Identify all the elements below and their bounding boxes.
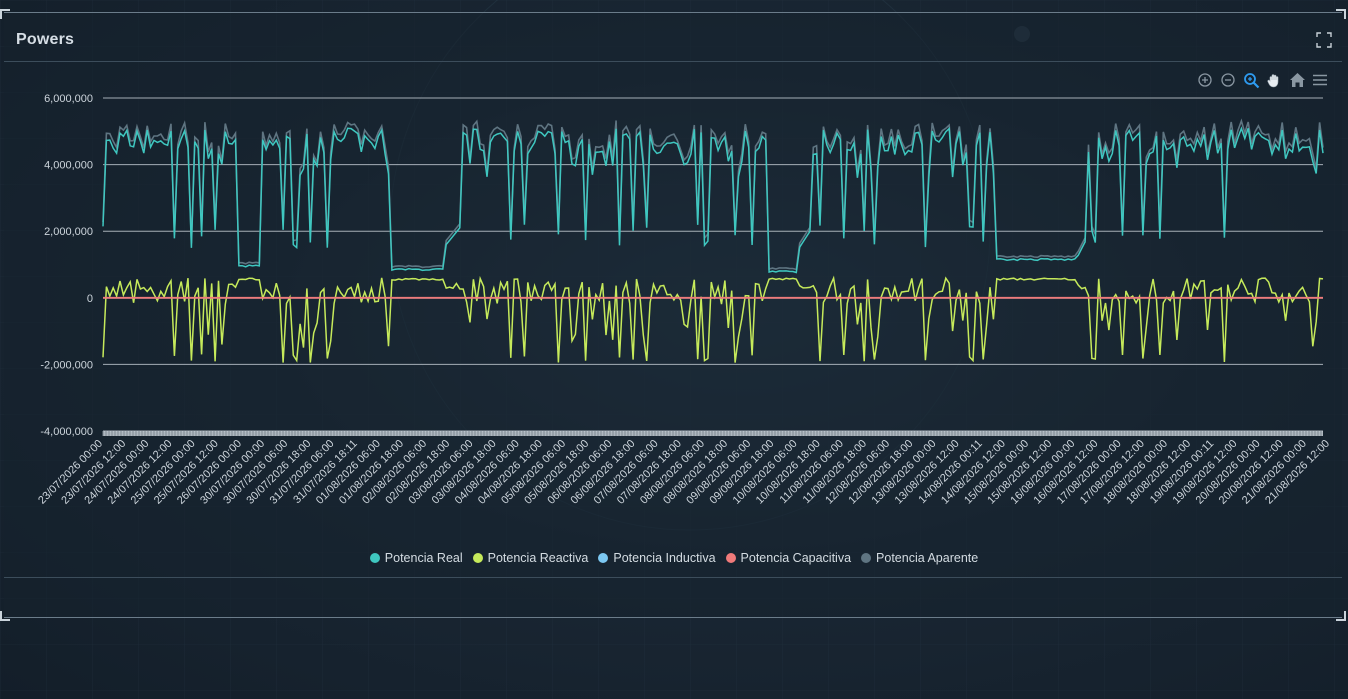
pan-hand-icon[interactable] — [1264, 70, 1284, 90]
legend-item[interactable]: Potencia Capacitiva — [725, 551, 852, 565]
menu-icon[interactable] — [1310, 70, 1330, 90]
x-axis-tick-strip — [103, 431, 1323, 436]
header-divider — [4, 61, 1342, 62]
panel-corner — [0, 611, 10, 621]
y-tick-label: 0 — [87, 293, 93, 305]
series-potencia-real — [102, 126, 1324, 274]
legend-marker — [725, 553, 736, 563]
zoom-in-icon[interactable] — [1195, 70, 1215, 90]
legend-marker — [598, 553, 609, 563]
legend-item[interactable]: Potencia Real — [369, 551, 463, 565]
legend-marker — [369, 553, 380, 563]
powers-chart: 6,000,000 4,000,000 2,000,000 0 -2,000,000 -4… — [36, 93, 1332, 507]
legend-item[interactable]: Potencia Reactiva — [472, 551, 589, 565]
legend-label: Potencia Inductiva — [613, 551, 716, 565]
legend-marker — [472, 553, 483, 563]
series-potencia-reactiva — [102, 275, 1324, 363]
y-tick-label: 6,000,000 — [44, 93, 93, 105]
legend-item[interactable]: Potencia Aparente — [861, 551, 978, 565]
panel-title: Powers — [16, 31, 75, 48]
chart-toolbar — [1195, 70, 1330, 90]
zoom-out-icon[interactable] — [1218, 70, 1238, 90]
y-tick-label: -2,000,000 — [40, 359, 93, 371]
legend-marker — [861, 553, 872, 563]
powers-panel: Powers — [0, 9, 1346, 621]
y-tick-label: -4,000,000 — [40, 426, 93, 438]
panel-corner — [1336, 9, 1346, 19]
footer-divider — [4, 577, 1342, 578]
y-tick-label: 2,000,000 — [44, 226, 93, 238]
y-tick-label: 4,000,000 — [44, 160, 93, 172]
legend-label: Potencia Reactiva — [487, 551, 589, 565]
legend-label: Potencia Real — [384, 551, 463, 565]
chart-legend: Potencia Real Potencia Reactiva Potencia I… — [0, 551, 1348, 565]
reset-home-icon[interactable] — [1287, 70, 1307, 90]
legend-label: Potencia Capacitiva — [740, 551, 852, 565]
panel-corner — [1336, 611, 1346, 621]
fullscreen-icon[interactable] — [1316, 32, 1332, 48]
panel-corner — [0, 9, 10, 19]
selection-zoom-icon[interactable] — [1241, 70, 1261, 90]
legend-item[interactable]: Potencia Inductiva — [598, 551, 716, 565]
legend-label: Potencia Aparente — [876, 551, 979, 565]
